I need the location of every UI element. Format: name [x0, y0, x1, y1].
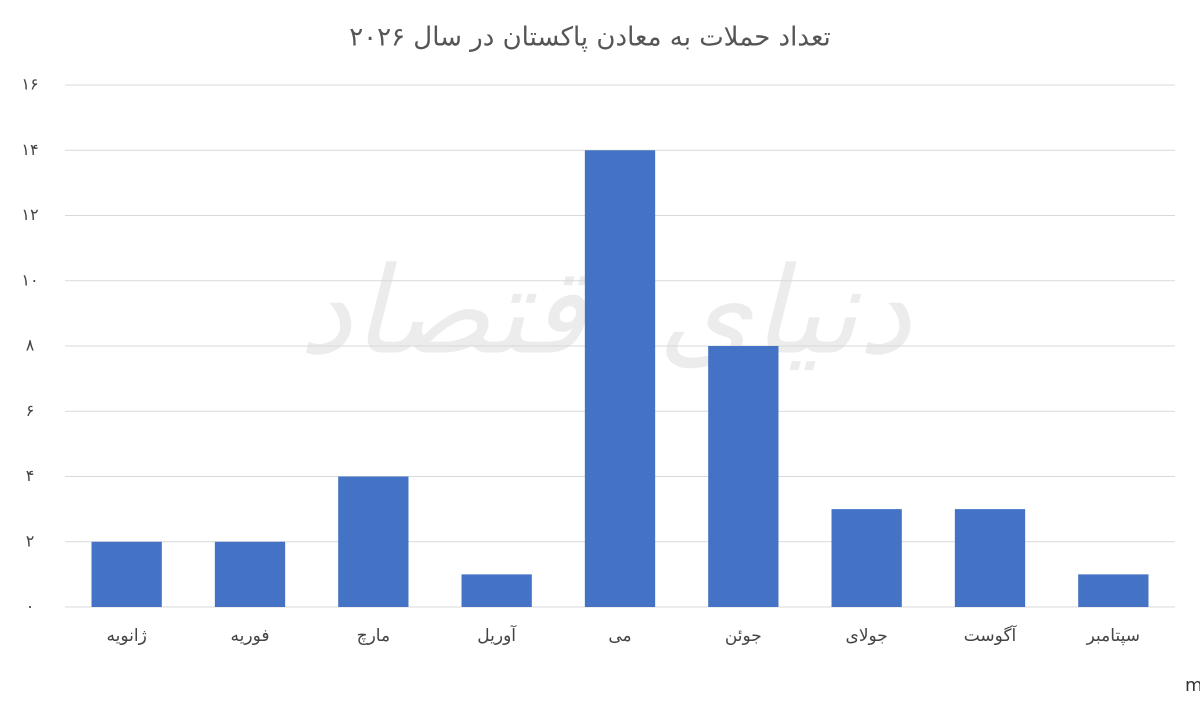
bar — [831, 509, 902, 607]
x-tick-label: آگوست — [964, 624, 1018, 646]
x-tick-label: فوریه — [231, 626, 270, 646]
x-tick-label: مارچ — [357, 626, 390, 646]
chart-title: تعداد حملات به معادن پاکستان در سال ۲۰۲۶ — [349, 23, 831, 53]
y-tick-label: ۰ — [26, 597, 35, 616]
bar — [1078, 574, 1149, 607]
y-tick-label: ۶ — [26, 401, 35, 420]
x-tick-label: ژانویه — [107, 626, 147, 646]
bar — [708, 346, 779, 607]
bar — [584, 150, 656, 607]
y-tick-label: ۸ — [26, 336, 35, 355]
x-tick-label: می — [608, 626, 631, 646]
bar — [954, 509, 1026, 607]
bar — [338, 476, 409, 607]
y-tick-label: ۱۲ — [21, 205, 38, 224]
bar — [461, 574, 532, 607]
x-tick-label: آوریل — [477, 624, 517, 646]
y-tick-label: ۴ — [26, 466, 35, 485]
y-tick-label: ۱۰ — [21, 270, 38, 289]
y-tick-label: ۲ — [26, 531, 35, 550]
x-tick-label: جولای — [846, 626, 888, 646]
y-tick-label: ۱۶ — [21, 75, 38, 94]
x-tick-label: جوئن — [725, 626, 762, 646]
bar — [214, 541, 286, 607]
source: منبع: mining.com — [1185, 675, 1200, 696]
y-tick-label: ۱۴ — [21, 140, 38, 159]
bar — [91, 541, 162, 607]
x-tick-label: سپتامبر — [1086, 626, 1140, 646]
